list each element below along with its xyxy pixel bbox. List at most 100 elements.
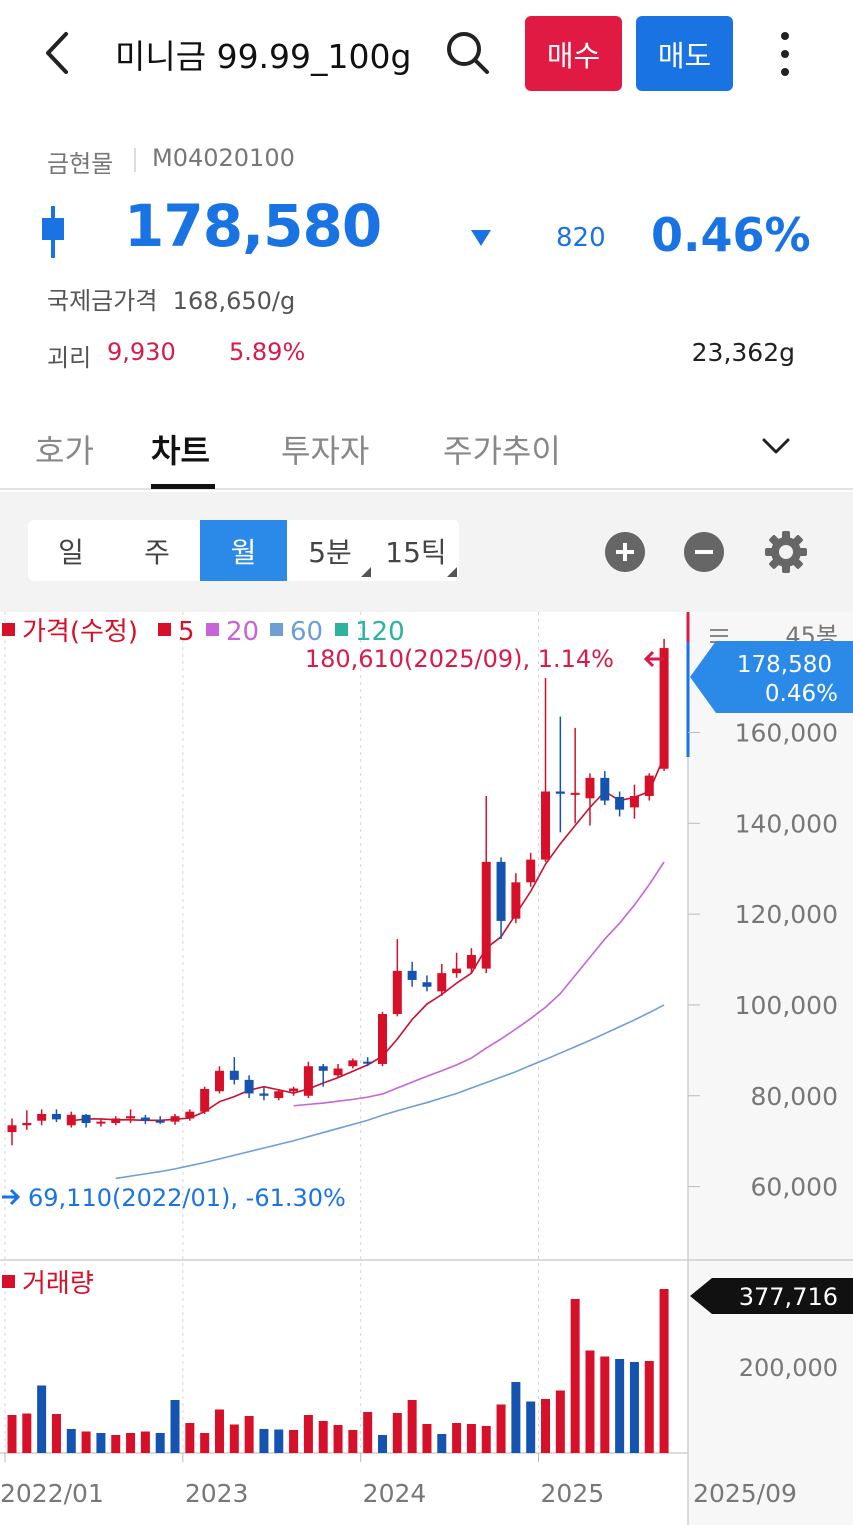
candle-body xyxy=(422,982,432,987)
legend-ma5-swatch xyxy=(158,623,171,636)
volume-bars xyxy=(7,1289,669,1453)
volume-bar xyxy=(229,1424,239,1453)
volume-bar xyxy=(126,1433,136,1453)
volume-bar xyxy=(437,1434,447,1453)
period-15tick[interactable]: 15틱 xyxy=(373,520,459,581)
candle-body xyxy=(229,1070,239,1080)
volume-bar xyxy=(81,1431,91,1453)
legend-ma120: 120 xyxy=(355,617,405,647)
period-5min-label: 5분 xyxy=(308,535,352,569)
tab-price-trend[interactable]: 주가추이 xyxy=(443,432,561,470)
candle-body xyxy=(585,777,595,799)
candle-body xyxy=(466,954,476,969)
period-month[interactable]: 월 xyxy=(200,520,287,581)
tab-investor[interactable]: 투자자 xyxy=(281,432,370,470)
tab-chart[interactable]: 차트 xyxy=(151,432,210,470)
tab-orderbook[interactable]: 호가 xyxy=(35,432,94,470)
volume-bar xyxy=(333,1425,343,1453)
current-price-tag-pct: 0.46% xyxy=(765,681,838,707)
period-day[interactable]: 일 xyxy=(58,535,84,569)
x-tick-label: 2022/01 xyxy=(0,1479,104,1508)
x-tick-label: 2023 xyxy=(185,1479,249,1508)
candle-body xyxy=(659,648,669,769)
x-tick-label: 2025 xyxy=(541,1479,605,1508)
candlestick-chart[interactable]: 160,000 140,000 120,000 100,000 80,000 60,000… xyxy=(0,612,853,1525)
period-15tick-label: 15틱 xyxy=(385,535,447,569)
volume-bar xyxy=(363,1412,373,1453)
period-week[interactable]: 주 xyxy=(144,535,170,569)
divider xyxy=(134,148,136,172)
candle-body xyxy=(214,1070,224,1092)
volume-bar xyxy=(526,1401,536,1453)
legend-ma60: 60 xyxy=(290,617,323,647)
current-price-tag xyxy=(690,641,853,713)
candle-body xyxy=(170,1116,180,1122)
y-tick-label: 60,000 xyxy=(751,1173,838,1202)
volume-bar xyxy=(600,1356,610,1453)
volume-bar xyxy=(51,1414,61,1453)
intl-gold-price: 국제금가격 168,650/g xyxy=(47,281,295,316)
volume-bar xyxy=(452,1423,462,1453)
candle-body xyxy=(259,1093,269,1096)
volume-bar xyxy=(7,1415,17,1453)
volume-bar xyxy=(570,1299,580,1453)
candle-body xyxy=(303,1066,313,1096)
y-tick-label: 100,000 xyxy=(735,991,838,1020)
candle-body xyxy=(437,973,447,992)
price-change: 820 xyxy=(556,223,606,253)
intl-gold-label: 국제금가격 xyxy=(47,287,158,315)
candle-body xyxy=(644,775,654,797)
gap-percent: 5.89% xyxy=(229,338,306,366)
volume-bar xyxy=(585,1350,595,1453)
back-arrow-icon[interactable] xyxy=(36,28,80,78)
max-arrow-icon xyxy=(643,650,664,668)
buy-button[interactable]: 매수 xyxy=(525,16,622,91)
plus-icon[interactable] xyxy=(605,532,645,572)
volume-bar xyxy=(392,1413,402,1453)
legend-ma5: 5 xyxy=(178,617,195,647)
search-icon[interactable] xyxy=(444,28,492,78)
volume-bar xyxy=(96,1433,106,1453)
candle-body xyxy=(126,1116,136,1119)
volume-bar xyxy=(615,1359,625,1453)
dropdown-corner-icon xyxy=(361,567,371,577)
dropdown-corner-icon xyxy=(447,567,457,577)
y-tick-label: 80,000 xyxy=(751,1082,838,1111)
candle-body xyxy=(407,970,417,980)
volume-title: 거래량 xyxy=(22,1269,94,1299)
volume-bar xyxy=(274,1429,284,1453)
volume-bar xyxy=(348,1430,358,1453)
price-info: 금현물 M04020100 178,580 820 0.46% 국제금가격 16… xyxy=(0,130,853,390)
ma60-line xyxy=(115,1004,665,1180)
more-vertical-icon[interactable] xyxy=(770,28,800,80)
chart-plot[interactable]: 160,000 140,000 120,000 100,000 80,000 60,000… xyxy=(0,612,853,1525)
volume-bar xyxy=(111,1435,121,1453)
gear-icon[interactable] xyxy=(764,530,808,574)
volume-bar xyxy=(629,1362,639,1453)
volume-bar xyxy=(303,1415,313,1453)
candle-body xyxy=(378,1014,387,1064)
candle-body xyxy=(333,1068,343,1076)
candle-body xyxy=(541,791,551,860)
volume-tick: 200,000 xyxy=(739,1354,838,1382)
category-label: 금현물 xyxy=(47,150,114,178)
last-x-label: 2025/09 xyxy=(693,1479,797,1508)
minus-icon[interactable] xyxy=(684,532,724,572)
candle-body xyxy=(363,1061,373,1064)
y-tick-label: 120,000 xyxy=(735,900,838,929)
sell-button[interactable]: 매도 xyxy=(636,16,733,91)
app-header: 미니금 99.99_100g 매수 매도 xyxy=(0,0,853,110)
candle-body xyxy=(22,1123,32,1126)
volume-bar xyxy=(481,1426,491,1453)
current-volume-tag-value: 377,716 xyxy=(739,1283,838,1311)
candle-body xyxy=(51,1113,61,1120)
candle-body xyxy=(274,1091,284,1099)
chevron-down-icon[interactable] xyxy=(760,434,792,458)
candle-body xyxy=(555,791,565,794)
volume-bar xyxy=(659,1289,669,1453)
min-price-annotation: 69,110(2022/01), -61.30% xyxy=(28,1184,346,1212)
volume-bar xyxy=(200,1433,210,1453)
period-5min[interactable]: 5분 xyxy=(287,520,373,581)
page-title: 미니금 99.99_100g xyxy=(115,37,412,76)
chart-legend: 가격(수정) 5 20 60 120 xyxy=(2,617,405,647)
